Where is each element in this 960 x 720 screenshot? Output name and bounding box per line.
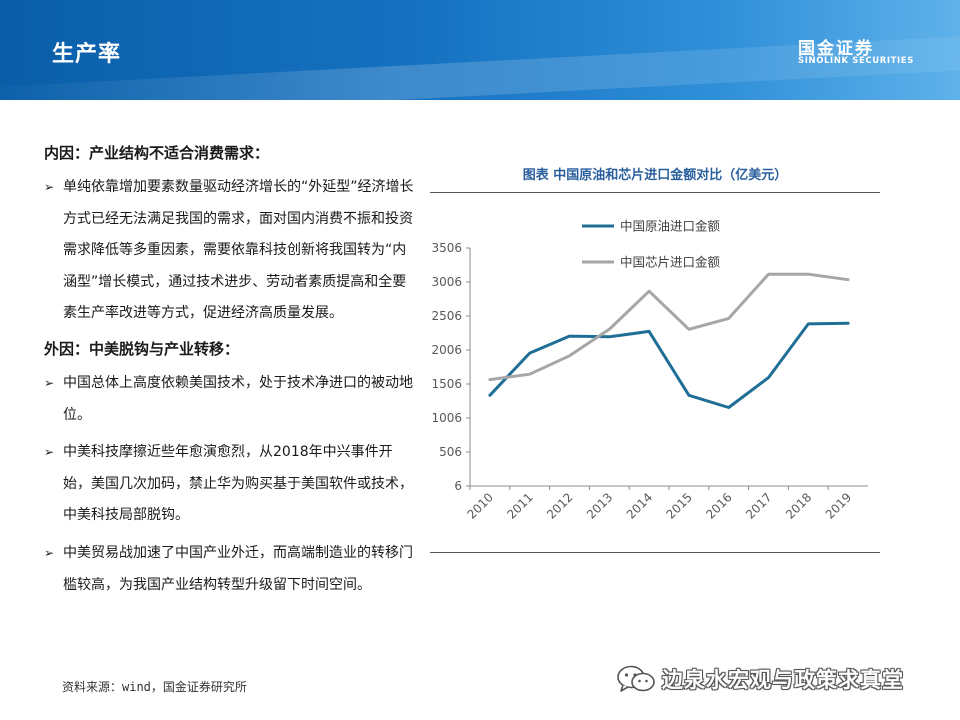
internal-cause-heading: 内因：产业结构不适合消费需求： — [44, 144, 270, 162]
x-tick-label: 2015 — [664, 490, 695, 521]
arrow-bullet-icon: ➢ — [44, 545, 55, 560]
bullet-item: ➢ 中国总体上高度依赖美国技术，处于技术净进口的被动地位。 — [44, 368, 414, 431]
wechat-icon — [617, 665, 655, 692]
page-title: 生产率 — [52, 42, 122, 67]
x-tick-label: 2018 — [783, 490, 814, 521]
chart-bottom-rule — [430, 552, 880, 553]
x-tick-label: 2010 — [465, 490, 496, 521]
x-tick-label: 2011 — [504, 490, 535, 521]
bullet-text: 中国总体上高度依赖美国技术，处于技术净进口的被动地位。 — [63, 374, 413, 423]
company-logo: 国金证券 SINOLINK SECURITIES — [798, 34, 928, 70]
y-tick-label: 506 — [439, 445, 462, 459]
y-tick-label: 2006 — [431, 343, 462, 357]
x-tick-label: 2012 — [544, 490, 575, 521]
arrow-bullet-icon: ➢ — [44, 375, 55, 390]
bullet-text: 中美科技摩擦近些年愈演愈烈，从2018年中兴事件开始，美国几次加码，禁止华为购买… — [63, 444, 413, 524]
bullet-item: ➢ 中美贸易战加速了中国产业外迁，而高端制造业的转移门槛较高，为我国产业结构转型… — [44, 538, 414, 601]
x-tick-label: 2013 — [584, 490, 615, 521]
bullet-text: 中美贸易战加速了中国产业外迁，而高端制造业的转移门槛较高，为我国产业结构转型升级… — [63, 544, 413, 593]
chart-top-rule — [430, 192, 880, 193]
y-tick-label: 3506 — [431, 241, 462, 255]
watermark-text: 边泉水宏观与政策求真堂 — [662, 668, 904, 692]
bullet-item: ➢ 中美科技摩擦近些年愈演愈烈，从2018年中兴事件开始，美国几次加码，禁止华为… — [44, 437, 414, 532]
y-tick-label: 6 — [454, 479, 462, 493]
y-tick-label: 1006 — [431, 411, 462, 425]
x-tick-label: 2014 — [624, 490, 655, 521]
x-tick-label: 2017 — [743, 490, 774, 521]
bullet-text: 单纯依靠增加要素数量驱动经济增长的“外延型”经济增长方式已经无法满足我国的需求，… — [63, 179, 414, 322]
y-tick-label: 2506 — [431, 309, 462, 323]
watermark: 边泉水宏观与政策求真堂 — [616, 663, 904, 695]
y-tick-label: 1506 — [431, 377, 462, 391]
y-tick-label: 3006 — [431, 275, 462, 289]
arrow-bullet-icon: ➢ — [44, 180, 55, 194]
x-tick-label: 2019 — [823, 490, 854, 521]
text-column: 内因：产业结构不适合消费需求： ➢ 单纯依靠增加要素数量驱动经济增长的“外延型”… — [44, 140, 414, 607]
legend-label: 中国芯片进口金额 — [620, 255, 721, 270]
source-note: 资料来源：wind，国金证券研究所 — [62, 680, 247, 694]
logo-mark: 国金证券 — [798, 39, 874, 59]
bullet-item: ➢ 单纯依靠增加要素数量驱动经济增长的“外延型”经济增长方式已经无法满足我国的需… — [44, 172, 414, 330]
header-band: 生产率 国金证券 SINOLINK SECURITIES — [0, 0, 960, 100]
chip-import-line — [488, 272, 850, 382]
logo-name: SINOLINK SECURITIES — [798, 56, 914, 66]
x-tick-label: 2016 — [703, 490, 734, 521]
external-cause-heading: 外因：中美脱钩与产业转移： — [44, 339, 240, 358]
arrow-bullet-icon: ➢ — [44, 445, 55, 460]
crude-oil-import-line — [488, 321, 850, 409]
legend-label: 中国原油进口金额 — [620, 219, 721, 234]
line-chart: 6 506 1006 1506 2006 2506 3006 3506 2010 2011 2012… — [431, 219, 868, 522]
chart-title: 图表 中国原油和芯片进口金额对比（亿美元） — [522, 168, 788, 183]
